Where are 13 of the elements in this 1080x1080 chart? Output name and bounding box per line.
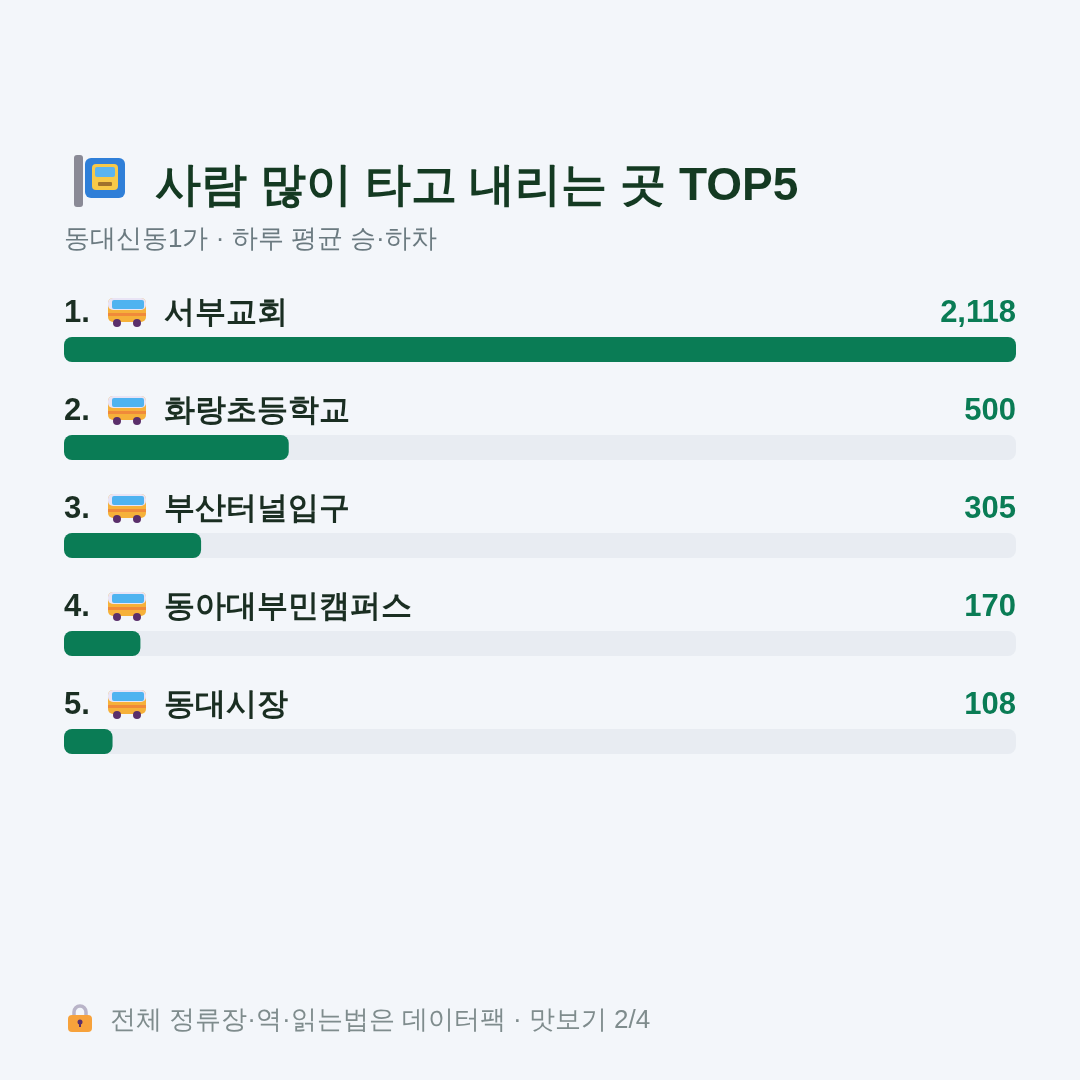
category-label: 1. 서부교회 [64,294,288,329]
data-label: 305 [964,490,1016,525]
category-label: 4. 동아대부민캠퍼스 [64,588,412,623]
category-label: 5. 동대시장 [64,686,288,721]
data-label: 170 [964,588,1016,623]
chart-subtitle: 동대신동1가 · 하루 평균 승·하차 [64,223,437,253]
category-label: 2. 화랑초등학교 [64,392,350,427]
category-label: 3. 부산터널입구 [64,490,350,525]
chart-title: 사람 많이 타고 내리는 곳 TOP5 [155,158,799,210]
data-label: 500 [964,392,1016,427]
text: 전체 정류장·역·읽는법은 데이터팩 · 맛보기 2/4 [110,1004,651,1034]
data-label: 108 [964,686,1016,721]
data-label: 2,118 [940,294,1016,329]
